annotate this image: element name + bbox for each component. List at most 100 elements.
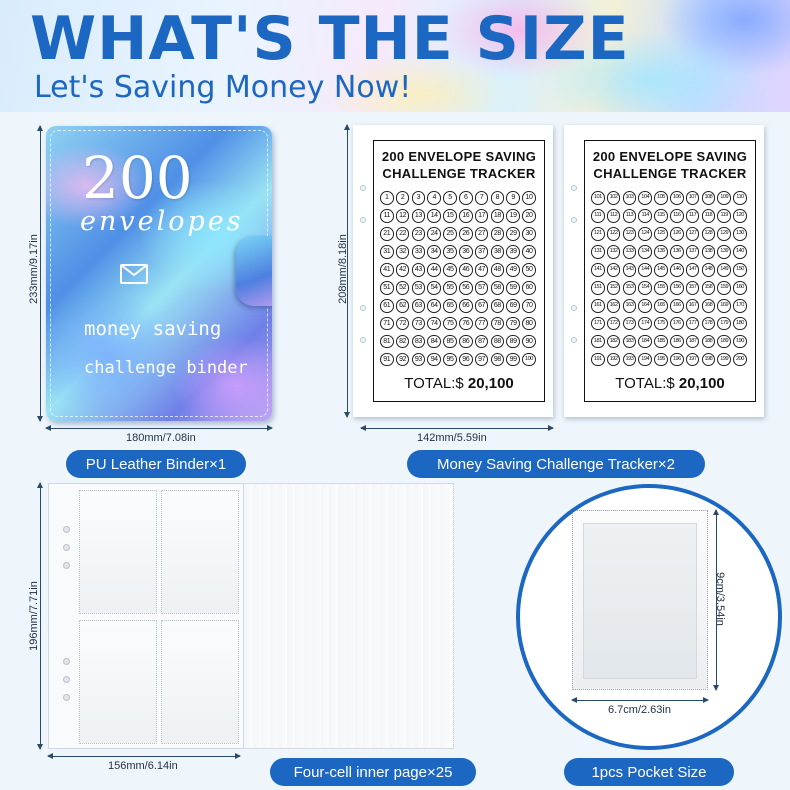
- tracker-number-circle: 112: [606, 208, 621, 223]
- tracker-number-circle: 146: [669, 262, 684, 277]
- tracker-number-circle: 73: [411, 316, 426, 331]
- tracker-number-circle: 28: [490, 226, 505, 241]
- tracker-number-circle: 157: [685, 280, 700, 295]
- tracker-number-circle: 119: [717, 208, 731, 223]
- tracker-number-circle: 88: [490, 334, 505, 349]
- tracker-number-circle: 85: [443, 334, 457, 349]
- pocket-cell: [161, 620, 239, 744]
- tracker-number-circle: 141: [591, 262, 605, 277]
- tracker-total-label: TOTAL:$: [404, 375, 464, 392]
- tracker-total-value: 20,100: [678, 375, 725, 392]
- tracker-number-circle: 199: [717, 352, 731, 367]
- tracker-number-circle: 196: [669, 352, 684, 367]
- tracker-number-circle: 61: [380, 298, 394, 313]
- pocket-width-dimension-line: [571, 697, 709, 703]
- page-title: WHAT'S THE SIZE: [30, 4, 630, 74]
- tracker-number-circle: 154: [638, 280, 652, 295]
- tracker-number-circle: 114: [638, 208, 652, 223]
- tracker-number-circle: 84: [427, 334, 441, 349]
- tracker-number-circle: 124: [638, 226, 652, 241]
- tracker-number-circle: 4: [427, 191, 441, 205]
- punch-hole: [360, 337, 366, 343]
- tracker-number-circle: 67: [474, 298, 489, 313]
- pocket-height-dimension-line: [713, 509, 719, 691]
- tracker-number-circle: 27: [474, 226, 489, 241]
- tracker-number-circle: 194: [638, 352, 652, 367]
- tracker-number-grid: 101 102 103 104 105 106 107 108 109 110 111 112 113 1…: [591, 191, 749, 367]
- tracker-number-circle: 57: [474, 280, 489, 295]
- tracker-total-value: 20,100: [467, 375, 514, 392]
- tracker-number-circle: 17: [474, 208, 489, 223]
- tracker-number-circle: 11: [380, 208, 394, 223]
- pocket-cell: [79, 490, 157, 614]
- tracker-number-circle: 13: [411, 208, 426, 223]
- tracker-number-circle: 108: [701, 191, 716, 205]
- tracker-number-circle: 163: [622, 298, 637, 313]
- tracker-number-circle: 117: [685, 208, 700, 223]
- tracker-number-circle: 3: [411, 191, 426, 205]
- tracker-number-circle: 170: [733, 298, 747, 313]
- tracker-number-circle: 187: [685, 334, 700, 349]
- leather-binder-image: 200 envelopes money saving challenge bin…: [46, 126, 272, 421]
- pocket-pill-label: 1pcs Pocket Size: [564, 758, 734, 786]
- tracker-number-circle: 9: [506, 191, 520, 205]
- tracker-number-circle: 123: [622, 226, 637, 241]
- tracker-number-circle: 195: [654, 352, 668, 367]
- tracker-title-line1: 200 ENVELOPE SAVING: [381, 149, 537, 164]
- tracker-number-circle: 32: [395, 244, 410, 259]
- tracker-number-circle: 16: [458, 208, 473, 223]
- tracker-height-dimension-line: [344, 124, 350, 418]
- tracker-title-line2: CHALLENGE TRACKER: [382, 166, 536, 181]
- tracker-number-circle: 12: [395, 208, 410, 223]
- inner-page-front: [48, 483, 244, 749]
- tracker-number-circle: 53: [411, 280, 426, 295]
- tracker-number-circle: 175: [654, 316, 668, 331]
- tracker-number-circle: 161: [591, 298, 605, 313]
- tracker-number-circle: 140: [733, 244, 747, 259]
- pocket-closeup-circle: 9cm/3.54in 6.7cm/2.63in: [516, 484, 782, 750]
- tracker-number-circle: 55: [443, 280, 457, 295]
- tracker-number-circle: 40: [522, 244, 536, 259]
- tracker-number-circle: 14: [427, 208, 441, 223]
- tracker-number-circle: 69: [506, 298, 520, 313]
- tracker-number-circle: 47: [474, 262, 489, 277]
- punch-hole: [571, 185, 577, 191]
- tracker-number-circle: 118: [701, 208, 716, 223]
- binder-width-dimension-line: [45, 425, 273, 431]
- tracker-number-circle: 125: [654, 226, 668, 241]
- punch-hole: [63, 658, 70, 665]
- tracker-number-circle: 77: [474, 316, 489, 331]
- tracker-number-circle: 6: [458, 191, 473, 205]
- tracker-number-circle: 153: [622, 280, 637, 295]
- pocket-cell: [79, 620, 157, 744]
- tracker-number-circle: 36: [458, 244, 473, 259]
- tracker-number-circle: 5: [443, 191, 457, 205]
- pocket-width-label: 6.7cm/2.63in: [608, 704, 671, 716]
- tracker-number-circle: 162: [606, 298, 621, 313]
- tracker-number-circle: 148: [701, 262, 716, 277]
- tracker-number-circle: 22: [395, 226, 410, 241]
- tracker-number-circle: 126: [669, 226, 684, 241]
- tracker-number-circle: 20: [522, 208, 536, 223]
- binder-cover-line2: challenge binder: [84, 358, 248, 378]
- tracker-number-circle: 185: [654, 334, 668, 349]
- tracker-number-circle: 48: [490, 262, 505, 277]
- tracker-number-circle: 76: [458, 316, 473, 331]
- tracker-number-circle: 147: [685, 262, 700, 277]
- tracker-number-circle: 31: [380, 244, 394, 259]
- pages-width-dimension-line: [47, 753, 241, 759]
- tracker-number-circle: 59: [506, 280, 520, 295]
- tracker-number-circle: 152: [606, 280, 621, 295]
- tracker-width-label: 142mm/5.59in: [417, 432, 487, 444]
- tracker-number-circle: 101: [591, 191, 605, 205]
- binder-cover-number: 200: [82, 144, 193, 212]
- tracker-number-circle: 46: [458, 262, 473, 277]
- tracker-number-circle: 56: [458, 280, 473, 295]
- punch-hole: [360, 305, 366, 311]
- tracker-number-circle: 107: [685, 191, 700, 205]
- header-banner: WHAT'S THE SIZE Let's Saving Money Now!: [0, 0, 790, 112]
- tracker-number-circle: 197: [685, 352, 700, 367]
- tracker-number-circle: 192: [606, 352, 621, 367]
- tracker-number-circle: 29: [506, 226, 520, 241]
